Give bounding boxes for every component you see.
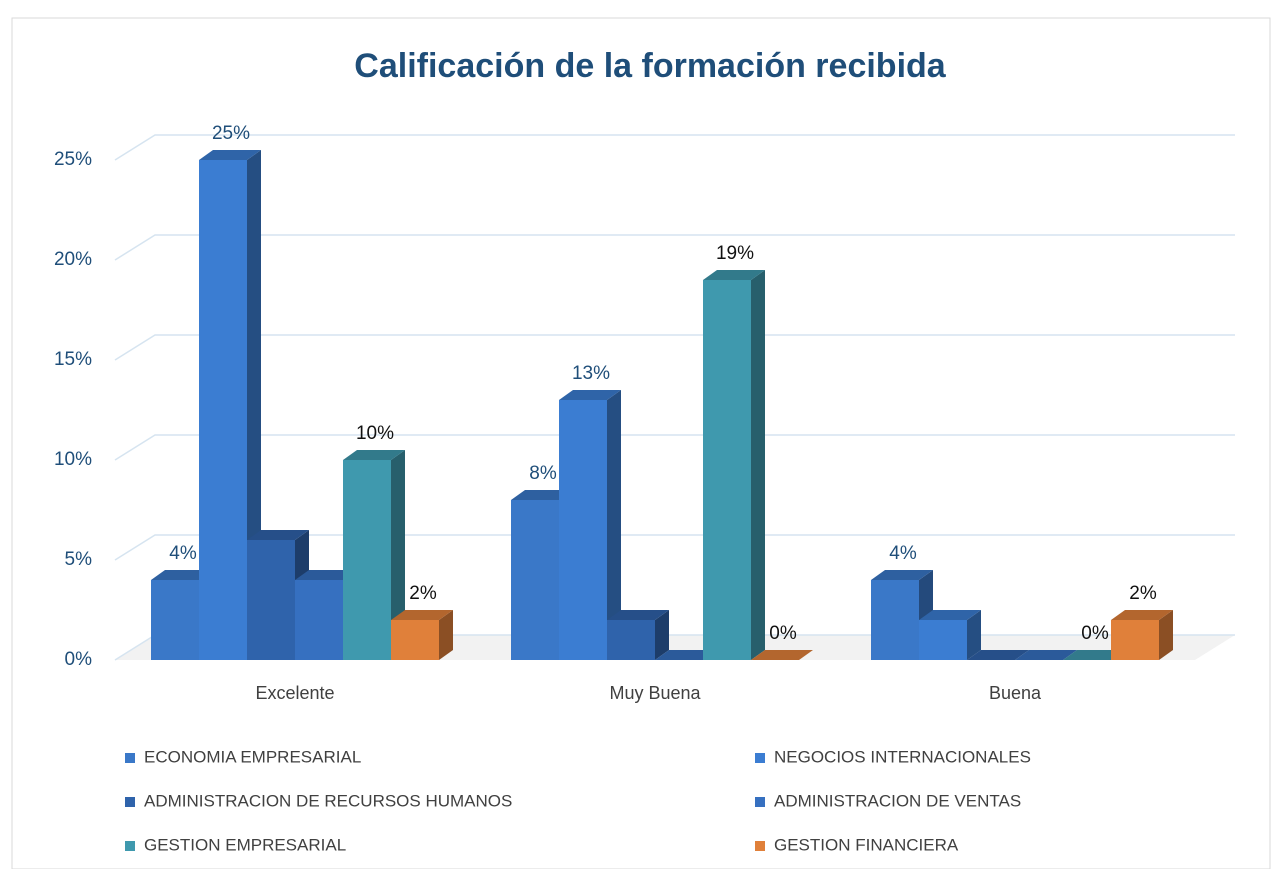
legend-label: GESTION EMPRESARIAL (144, 835, 346, 854)
bar (703, 270, 765, 660)
bar-top (871, 570, 933, 580)
legend-label: ECONOMIA EMPRESARIAL (144, 747, 361, 766)
bar-front (559, 400, 607, 660)
data-label: 0% (1081, 623, 1109, 644)
bar-side (751, 270, 765, 660)
bar-top (655, 650, 717, 660)
bar (391, 610, 453, 660)
bar-top (199, 150, 261, 160)
data-label: 4% (169, 543, 197, 564)
data-label: 8% (529, 463, 557, 484)
bar-side (439, 610, 453, 660)
bar-top (607, 610, 669, 620)
bar-front (919, 620, 967, 660)
legend-label: ADMINISTRACION DE RECURSOS HUMANOS (144, 791, 512, 810)
bar (967, 650, 1029, 660)
data-label: 25% (212, 123, 250, 144)
bar (1111, 610, 1173, 660)
bar-top (1015, 650, 1077, 660)
y-tick-label: 5% (65, 549, 93, 570)
bar-front (391, 620, 439, 660)
grid-line (114, 534, 1235, 561)
legend-swatch (125, 753, 135, 763)
legend-label: NEGOCIOS INTERNACIONALES (774, 747, 1031, 766)
bar-side (655, 610, 669, 660)
y-tick-label: 10% (54, 449, 92, 470)
bar (655, 650, 717, 660)
bar-side (967, 610, 981, 660)
legend-swatch (755, 753, 765, 763)
bar-top (1111, 610, 1173, 620)
grid-line (114, 434, 1235, 461)
y-tick-label: 25% (54, 149, 92, 170)
bar (1015, 650, 1077, 660)
bar-front (247, 540, 295, 660)
bar (607, 610, 669, 660)
bar-top (151, 570, 213, 580)
bar-top (703, 270, 765, 280)
data-label: 2% (409, 583, 437, 604)
bar-front (607, 620, 655, 660)
bar-side (391, 450, 405, 660)
bar-front (871, 580, 919, 660)
bar-top (1063, 650, 1125, 660)
data-label: 2% (1129, 583, 1157, 604)
bar-top (919, 610, 981, 620)
bar (1063, 650, 1125, 660)
data-label: 13% (572, 363, 610, 384)
y-tick-label: 0% (65, 649, 93, 670)
bar-front (511, 500, 559, 660)
bar-top (295, 570, 357, 580)
bar-top (967, 650, 1029, 660)
bar (559, 390, 621, 660)
bar-front (343, 460, 391, 660)
grid-line (114, 234, 1235, 261)
x-tick-label: Excelente (255, 683, 334, 703)
y-tick-label: 20% (54, 249, 92, 270)
bar-top (751, 650, 813, 660)
bar-front (703, 280, 751, 660)
bar-top (391, 610, 453, 620)
bar-top (247, 530, 309, 540)
grid-line (114, 334, 1235, 361)
x-tick-label: Buena (989, 683, 1042, 703)
data-label: 10% (356, 423, 394, 444)
bar-front (295, 580, 343, 660)
grid-line (114, 134, 1235, 161)
y-tick-label: 15% (54, 349, 92, 370)
data-label: 19% (716, 243, 754, 264)
bar-front (1111, 620, 1159, 660)
bar (751, 650, 813, 660)
x-tick-label: Muy Buena (609, 683, 701, 703)
legend-label: GESTION FINANCIERA (774, 835, 959, 854)
chart-title: Calificación de la formación recibida (354, 47, 946, 85)
bar-top (559, 390, 621, 400)
bar (199, 150, 261, 660)
data-label: 0% (769, 623, 797, 644)
bar-top (511, 490, 573, 500)
bar (919, 610, 981, 660)
legend-swatch (755, 841, 765, 851)
bar-side (607, 390, 621, 660)
legend-label: ADMINISTRACION DE VENTAS (774, 791, 1021, 810)
bar-top (343, 450, 405, 460)
bar-front (151, 580, 199, 660)
legend-swatch (125, 841, 135, 851)
legend-swatch (125, 797, 135, 807)
bar (343, 450, 405, 660)
bar-front (199, 160, 247, 660)
data-label: 4% (889, 543, 917, 564)
bar-side (1159, 610, 1173, 660)
legend-swatch (755, 797, 765, 807)
